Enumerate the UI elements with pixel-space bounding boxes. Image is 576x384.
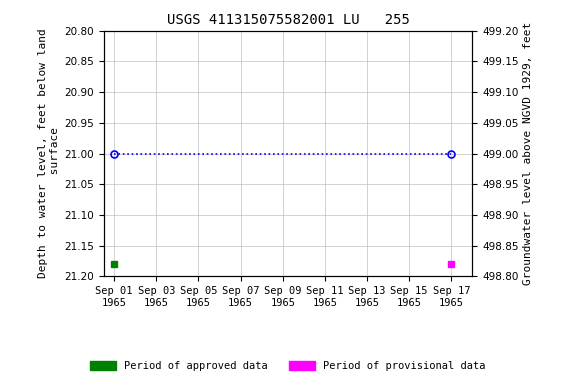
Y-axis label: Depth to water level, feet below land
 surface: Depth to water level, feet below land su… — [39, 29, 60, 278]
Title: USGS 411315075582001 LU   255: USGS 411315075582001 LU 255 — [166, 13, 410, 27]
Y-axis label: Groundwater level above NGVD 1929, feet: Groundwater level above NGVD 1929, feet — [522, 22, 533, 285]
Legend: Period of approved data, Period of provisional data: Period of approved data, Period of provi… — [86, 357, 490, 375]
